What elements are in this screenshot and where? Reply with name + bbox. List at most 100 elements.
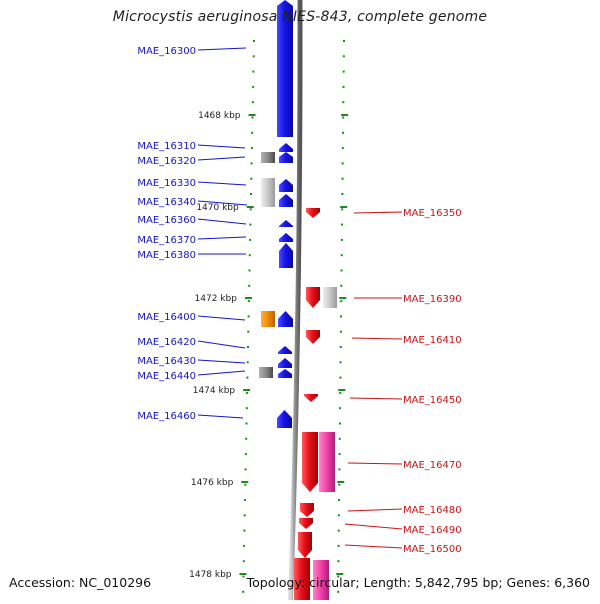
misc-feature-pink	[319, 432, 335, 492]
gene-label-left: MAE_16400	[137, 312, 196, 323]
tick-dot-right	[342, 131, 345, 134]
tick-dot-left	[243, 514, 246, 517]
leader-line-left	[197, 156, 246, 161]
cds-forward-16380	[279, 243, 293, 268]
gene-label-left: MAE_16300	[137, 46, 196, 57]
ruler-label: 1476 kbp	[191, 478, 234, 488]
tick-dot-left	[252, 70, 255, 73]
misc-feature-light	[261, 193, 275, 207]
tick-dot-left	[252, 55, 255, 58]
leader-line-left	[197, 315, 246, 321]
cds-forward-16420	[278, 346, 292, 354]
tick-dot-left	[249, 223, 252, 226]
tick-dot-left	[248, 284, 251, 287]
accession-text: Accession: NC_010296	[9, 575, 152, 590]
gene-label-left: MAE_16310	[137, 141, 196, 152]
cds-forward-16330	[279, 179, 293, 192]
leader-line-left	[197, 370, 246, 376]
tick-dot-right	[338, 453, 341, 456]
leader-line-right	[351, 337, 403, 340]
tick-dot-left	[246, 376, 249, 379]
tick-dot-right	[338, 499, 341, 501]
tick-dot-right	[338, 422, 341, 425]
cds-forward-16360	[279, 220, 293, 227]
tick-dot-left	[245, 437, 248, 440]
tick-dot-right	[340, 254, 343, 257]
cds-forward-16400	[278, 311, 293, 327]
tick-dot-right	[341, 193, 344, 195]
gene-label-right: MAE_16500	[403, 544, 462, 555]
cds-reverse-16390	[306, 287, 320, 308]
leader-line-left	[197, 236, 247, 240]
tick-dot-right	[341, 208, 344, 211]
tick-dot-left	[242, 575, 245, 578]
cds-reverse-16500	[298, 532, 312, 558]
tick-dot-left	[246, 361, 249, 364]
map-title: Microcystis aeruginosa NIES-843, complet…	[112, 9, 488, 25]
cds-reverse-continuation	[294, 558, 310, 600]
ruler-label: 1470 kbp	[196, 203, 239, 213]
cds-forward-16300	[277, 0, 293, 137]
tick-dot-right	[339, 407, 342, 410]
tick-dot-right	[340, 284, 343, 287]
cds-forward-16320	[279, 152, 293, 163]
tick-dot-left	[252, 85, 255, 88]
backbone-line	[288, 0, 303, 603]
leader-line-right	[347, 462, 403, 465]
tick-dot-right	[338, 483, 341, 486]
misc-feature-light	[323, 287, 337, 308]
leader-line-left	[197, 218, 247, 225]
tick-dot-left	[253, 40, 255, 42]
tick-dot-left	[243, 499, 246, 501]
gene-label-left: MAE_16380	[137, 250, 196, 261]
rna-feature-gray	[261, 152, 275, 163]
gene-label-left: MAE_16440	[137, 371, 196, 382]
tick-dot-left	[244, 483, 247, 486]
leader-line-right	[347, 508, 403, 512]
tick-dot-right	[342, 55, 345, 58]
leader-line-left	[197, 144, 246, 149]
ruler-label: 1472 kbp	[195, 294, 238, 304]
cds-reverse-16490	[299, 518, 313, 529]
tick-dot-left	[246, 346, 249, 348]
tick-dot-right	[342, 116, 345, 119]
tick-dot-right	[342, 85, 345, 88]
gene-label-right: MAE_16390	[403, 294, 462, 305]
tick-dot-left	[244, 453, 247, 456]
cds-reverse-16480	[300, 503, 314, 517]
gene-label-left: MAE_16420	[137, 337, 196, 348]
gene-label-left: MAE_16320	[137, 156, 196, 167]
tick-dot-left	[249, 193, 252, 195]
leader-line-right	[344, 544, 403, 549]
tick-dot-right	[337, 514, 340, 517]
tick-dot-left	[243, 529, 246, 532]
tick-dot-left	[242, 590, 245, 593]
leader-line-right	[353, 211, 403, 214]
gene-label-left: MAE_16460	[137, 411, 196, 422]
misc-feature-pink	[313, 560, 329, 600]
tick-dot-right	[337, 560, 340, 563]
gene-label-right: MAE_16480	[403, 505, 462, 516]
tick-dot-left	[247, 330, 250, 333]
leader-line-left	[197, 340, 246, 349]
tick-dot-right	[339, 391, 342, 394]
leader-line-left	[197, 181, 247, 186]
genome-summary-text: Topology: circular; Length: 5,842,795 bp…	[246, 575, 590, 590]
tick-dot-left	[244, 468, 247, 471]
leader-line-left	[197, 200, 248, 206]
tick-dot-right	[337, 575, 340, 578]
ruler-label: 1468 kbp	[198, 111, 241, 121]
tick-dot-left	[249, 208, 252, 211]
cds-forward-16340	[279, 194, 293, 207]
tick-dot-left	[250, 147, 253, 150]
tick-dot-right	[339, 376, 342, 379]
tick-dot-left	[248, 254, 251, 257]
tick-dot-right	[341, 223, 344, 226]
tick-dot-right	[340, 269, 343, 272]
leader-line-left	[197, 47, 247, 51]
tick-dot-left	[247, 315, 250, 318]
tick-dot-left	[247, 300, 250, 303]
tick-dot-left	[242, 560, 245, 563]
